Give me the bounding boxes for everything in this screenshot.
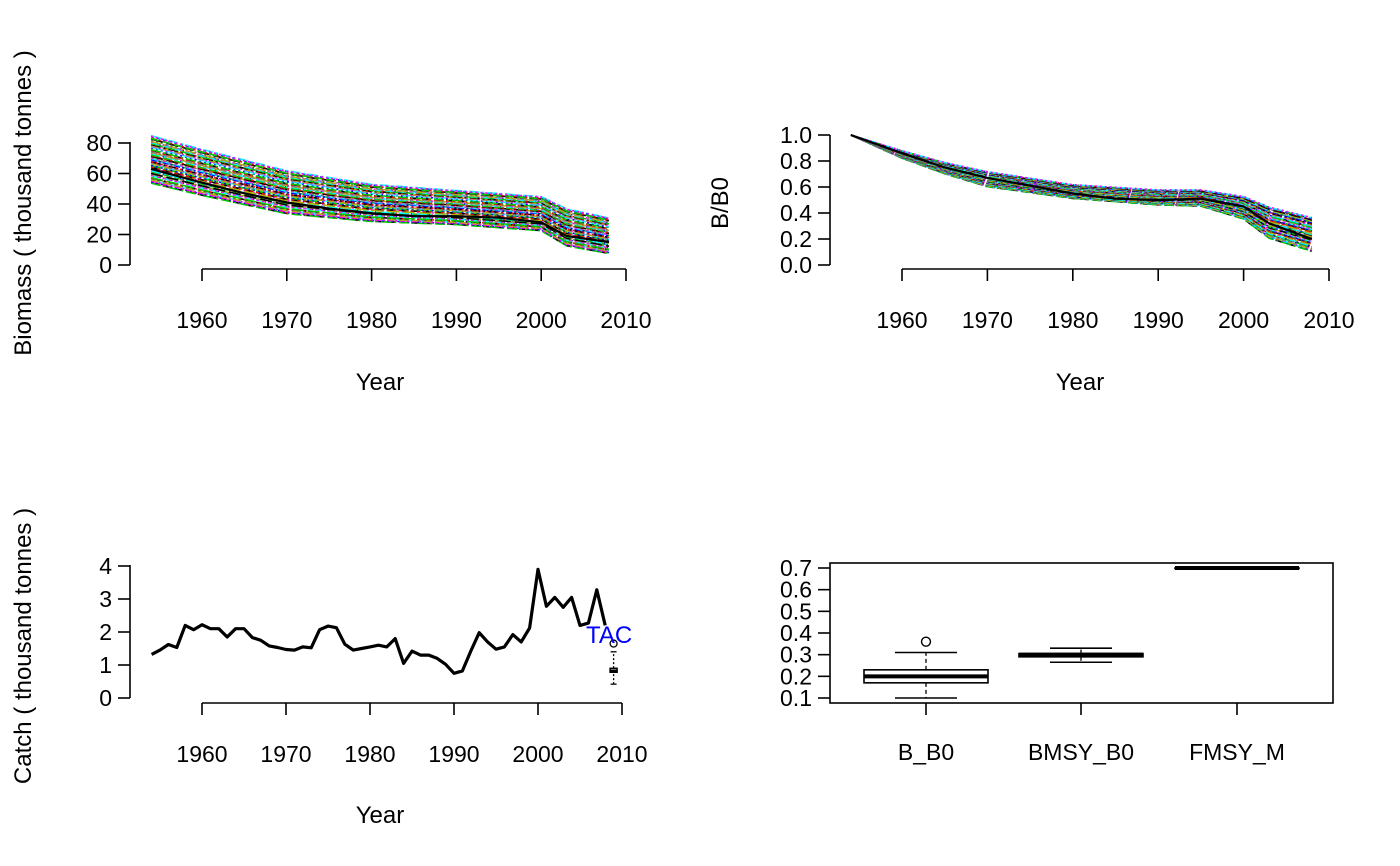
biomass-x-title: Year [356, 369, 405, 396]
parameters-y-tick-label: 0.1 [780, 685, 812, 711]
catch-x-tick-label: 2010 [596, 741, 647, 767]
depletion-x-tick-label: 1990 [1133, 307, 1184, 333]
catch-y-ticks: 0 1 2 3 4 [99, 553, 130, 711]
biomass-x-tick-label: 1990 [431, 307, 482, 333]
parameters-y-tick-label: 0.4 [780, 620, 812, 646]
depletion-y-tick-label: 0.0 [780, 252, 812, 278]
depletion-trajectory [850, 134, 1313, 246]
b-b0-outlier [920, 636, 932, 647]
depletion-trajectory [850, 134, 1313, 219]
biomass-y-tick-label: 40 [86, 191, 112, 217]
catch-x-tick-label: 1990 [428, 741, 479, 767]
biomass-trajectory [150, 148, 610, 230]
parameters-y-tick-label: 0.2 [780, 663, 812, 689]
depletion-x-title: Year [1056, 369, 1105, 396]
biomass-trajectory [150, 140, 610, 223]
catch-y-tick-label: 1 [99, 652, 112, 678]
depletion-x-tick-label: 1980 [1047, 307, 1098, 333]
catch-x-tick-label: 1980 [344, 741, 395, 767]
biomass-y-title: Biomass ( thousand tonnes ) [10, 50, 37, 356]
biomass-y-tick-label: 80 [86, 130, 112, 156]
biomass-trajectory [150, 168, 610, 244]
biomass-y-tick-label: 60 [86, 161, 112, 187]
biomass-trajectory [150, 182, 610, 255]
biomass-y-tick-label: 20 [86, 222, 112, 248]
biomass-x-tick-label: 2000 [516, 307, 567, 333]
panel-catch: 0 1 2 3 4 1960 1970 1980 1990 2000 2010 Year Catc… [10, 508, 648, 829]
catch-x-tick-label: 1970 [260, 741, 311, 767]
panel-depletion: 0.00.20.40.60.81.0 1960 1970 1980 1990 2000 2… [707, 122, 1355, 396]
parameters-x-ticks: B_B0 BMSY_B0 FMSY_M [898, 703, 1285, 765]
biomass-trajectory [150, 137, 610, 221]
depletion-y-tick-label: 0.4 [780, 200, 812, 226]
catch-x-tick-label: 2000 [512, 741, 563, 767]
depletion-trajectory [850, 134, 1313, 245]
biomass-trajectory [150, 176, 610, 251]
depletion-y-tick-label: 0.8 [780, 148, 812, 174]
catch-y-title: Catch ( thousand tonnes ) [10, 508, 37, 784]
parameters-y-ticks: 0.10.20.30.40.50.60.7 [780, 555, 830, 711]
parameters-boxes [863, 566, 1300, 699]
catch-y-tick-label: 0 [99, 685, 112, 711]
biomass-x-ticks: 1960 1970 1980 1990 2000 2010 [176, 269, 652, 333]
biomass-y-tick-label: 0 [99, 252, 112, 278]
biomass-trajectory [150, 166, 610, 243]
catch-y-tick-label: 4 [99, 553, 112, 579]
biomass-median-line [150, 167, 610, 244]
parameters-x-tick-label: B_B0 [898, 739, 954, 765]
biomass-x-tick-label: 1980 [346, 307, 397, 333]
biomass-trajectory [150, 154, 610, 234]
parameters-y-tick-label: 0.6 [780, 577, 812, 603]
depletion-y-title: B/B0 [707, 177, 734, 229]
depletion-x-ticks: 1960 1970 1980 1990 2000 2010 [876, 269, 1355, 333]
catch-line [150, 567, 607, 675]
biomass-trajectory [150, 160, 610, 239]
catch-x-tick-label: 1960 [176, 741, 227, 767]
depletion-y-tick-label: 1.0 [780, 122, 812, 148]
parameters-y-tick-label: 0.7 [780, 555, 812, 581]
biomass-x-tick-label: 1960 [176, 307, 227, 333]
depletion-x-tick-label: 1970 [962, 307, 1013, 333]
biomass-trajectory [150, 134, 610, 219]
depletion-y-tick-label: 0.2 [780, 226, 812, 252]
biomass-y-ticks: 0 20 40 60 80 [86, 130, 130, 278]
depletion-x-tick-label: 1960 [876, 307, 927, 333]
biomass-x-tick-label: 2010 [600, 307, 651, 333]
tac-outlier [609, 639, 618, 648]
tac-label: TAC [586, 622, 632, 649]
biomass-trajectory [150, 174, 610, 249]
parameters-y-tick-label: 0.5 [780, 598, 812, 624]
depletion-x-tick-label: 2000 [1218, 307, 1269, 333]
depletion-plot-lines [850, 133, 1313, 252]
parameters-y-tick-label: 0.3 [780, 642, 812, 668]
biomass-x-tick-label: 1970 [261, 307, 312, 333]
catch-x-title: Year [356, 802, 405, 829]
biomass-plot-lines [150, 134, 610, 255]
depletion-median-line [850, 133, 1313, 241]
catch-y-tick-label: 2 [99, 619, 112, 645]
biomass-trajectory [150, 164, 610, 241]
parameters-x-tick-label: BMSY_B0 [1028, 739, 1134, 765]
depletion-y-ticks: 0.00.20.40.60.81.0 [780, 122, 830, 278]
depletion-x-tick-label: 2010 [1303, 307, 1354, 333]
catch-plot-lines [150, 567, 618, 685]
panel-parameters: 0.10.20.30.40.50.60.7 B_B0 BMSY_B0 FMSY_M [780, 555, 1334, 765]
parameters-x-tick-label: FMSY_M [1189, 739, 1285, 765]
catch-y-tick-label: 3 [99, 586, 112, 612]
depletion-y-tick-label: 0.6 [780, 174, 812, 200]
catch-x-ticks: 1960 1970 1980 1990 2000 2010 [176, 703, 648, 767]
